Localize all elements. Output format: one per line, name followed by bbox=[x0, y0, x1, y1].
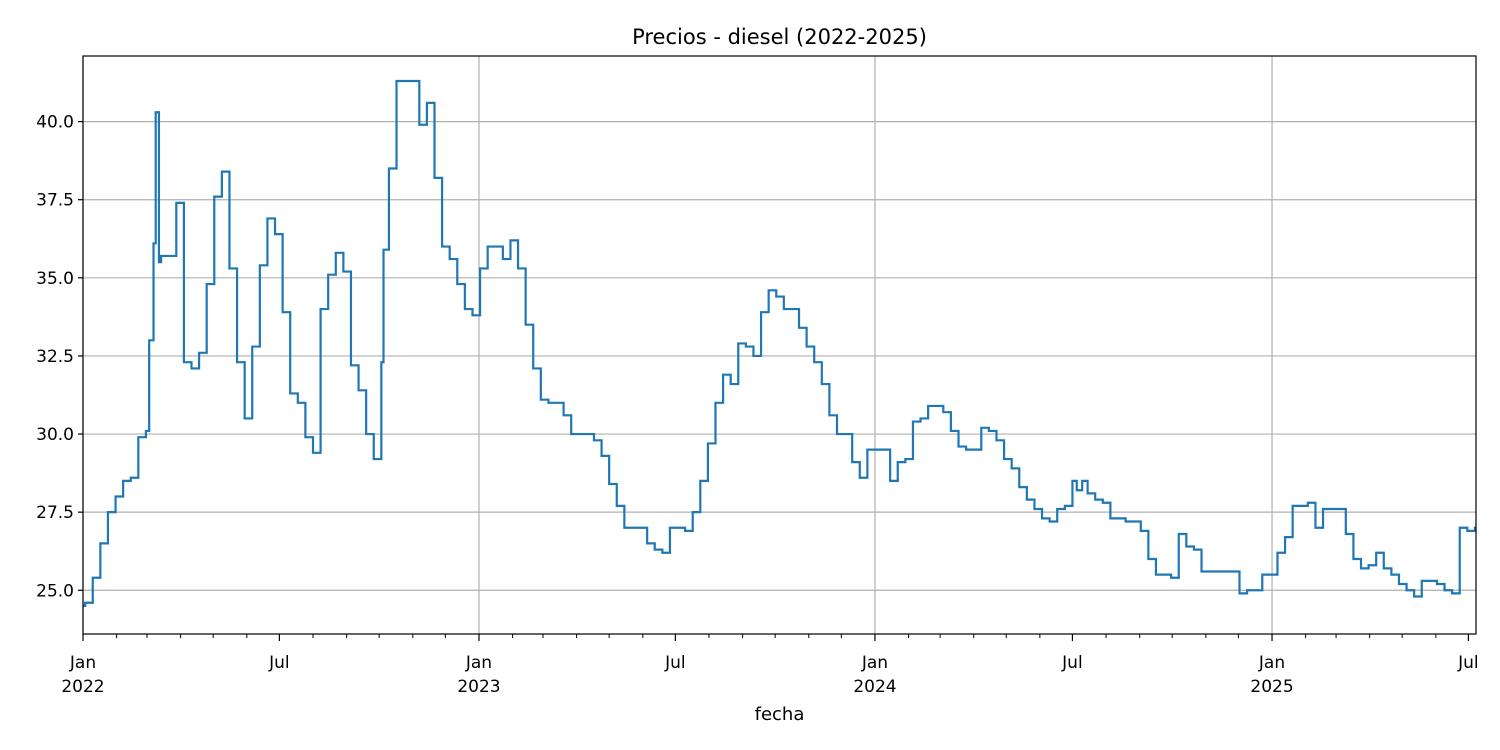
y-tick-label: 25.0 bbox=[36, 581, 74, 601]
y-tick-label: 32.5 bbox=[36, 347, 74, 367]
x-axis: Jan 2022 Jul Jan 2023 Jul Jan 2024 Jul Jan 2025 Jul bbox=[61, 634, 1479, 697]
x-tick-label: Jan bbox=[861, 653, 888, 673]
x-tick-label: Jul bbox=[1061, 653, 1083, 673]
series-line bbox=[83, 79, 1477, 607]
x-tick-label: Jan bbox=[69, 653, 96, 673]
x-tick-label-year: 2025 bbox=[1250, 677, 1293, 697]
y-tick-label: 27.5 bbox=[36, 503, 74, 523]
x-tick-label-year: 2024 bbox=[853, 677, 896, 697]
x-tick-label: Jan bbox=[465, 653, 492, 673]
y-tick-label: 35.0 bbox=[36, 269, 74, 289]
x-tick-label: Jan bbox=[1258, 653, 1285, 673]
plot-frame bbox=[82, 55, 1477, 635]
y-tick-label: 37.5 bbox=[36, 191, 74, 211]
y-tick-label: 40.0 bbox=[36, 113, 74, 133]
y-tick-label: 30.0 bbox=[36, 425, 74, 445]
chart-title: Precios - diesel (2022-2025) bbox=[632, 25, 927, 49]
x-tick-label: Jul bbox=[664, 653, 686, 673]
x-tick-label: Jul bbox=[268, 653, 290, 673]
x-axis-label: fecha bbox=[755, 704, 805, 725]
y-axis: 25.0 27.5 30.0 32.5 35.0 37.5 40.0 bbox=[36, 113, 83, 601]
series bbox=[83, 79, 1477, 607]
x-tick-label-year: 2022 bbox=[61, 677, 104, 697]
x-tick-label-year: 2023 bbox=[457, 677, 500, 697]
grid bbox=[82, 56, 1476, 634]
x-tick-label: Jul bbox=[1457, 653, 1479, 673]
